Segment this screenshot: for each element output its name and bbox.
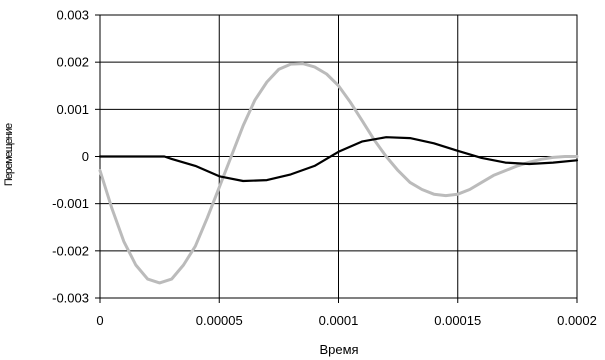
x-tick-label: 0.0001 bbox=[319, 313, 359, 328]
series-line-grey bbox=[98, 62, 579, 285]
x-axis-label: Время bbox=[319, 342, 358, 357]
y-axis-label: Перемещение bbox=[3, 123, 15, 186]
x-tick-label: 0.00015 bbox=[434, 313, 481, 328]
x-tick-label: 0.00005 bbox=[196, 313, 243, 328]
series-line-black bbox=[98, 136, 579, 183]
axis-ticks: 0 0.00005 0.0001 0.00015 0.0002 0.003 0.002 0.0… bbox=[52, 8, 597, 329]
y-tick-label: 0.002 bbox=[56, 55, 89, 70]
y-tick-label: -0.002 bbox=[52, 243, 89, 258]
y-tick-label: -0.003 bbox=[52, 291, 89, 306]
y-tick-label: 0.001 bbox=[56, 102, 89, 117]
y-tick-label: -0.001 bbox=[52, 196, 89, 211]
y-axis-label-text: Перемещение bbox=[3, 123, 15, 186]
chart-series bbox=[98, 62, 579, 285]
y-tick-label: 0.003 bbox=[56, 8, 89, 23]
chart-grid bbox=[99, 14, 578, 299]
x-tick-label: 0.0002 bbox=[557, 313, 597, 328]
x-tick-label: 0 bbox=[96, 313, 103, 328]
y-tick-label: 0 bbox=[82, 149, 89, 164]
